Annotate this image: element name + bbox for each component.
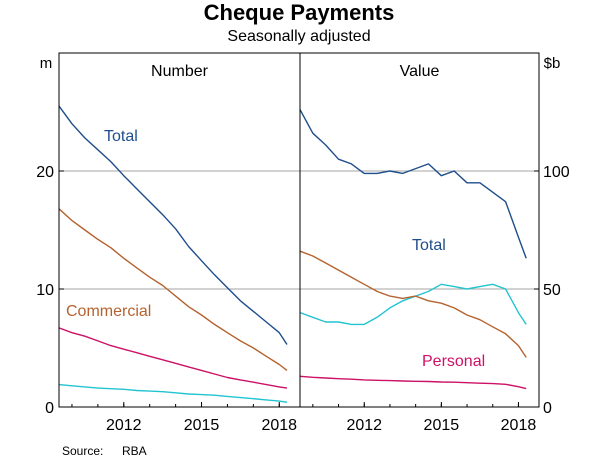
panel-title: Number bbox=[151, 63, 209, 80]
axis-unit: m bbox=[40, 55, 53, 72]
series-line bbox=[58, 327, 288, 389]
y-tick-label: 20 bbox=[36, 164, 54, 181]
x-tick-label: 2012 bbox=[106, 417, 142, 434]
series-label: Commercial bbox=[66, 303, 151, 320]
y-tick-label: 100 bbox=[543, 164, 570, 181]
series-label: Personal bbox=[422, 353, 485, 370]
y-tick-label: 0 bbox=[543, 400, 552, 417]
x-tick-label: 2018 bbox=[261, 417, 297, 434]
x-tick-label: 2015 bbox=[424, 417, 460, 434]
axis-unit: $b bbox=[544, 55, 561, 72]
x-tick-label: 2018 bbox=[501, 417, 537, 434]
x-tick-label: 2015 bbox=[184, 417, 220, 434]
chart-title: Cheque Payments bbox=[203, 0, 395, 25]
series-line bbox=[299, 250, 527, 358]
y-tick-label: 0 bbox=[45, 400, 54, 417]
source-value: RBA bbox=[122, 444, 147, 458]
y-tick-label: 50 bbox=[543, 282, 561, 299]
series-label: Total bbox=[412, 237, 446, 254]
series-line bbox=[299, 283, 527, 326]
series-label: Total bbox=[104, 128, 138, 145]
source-label: Source: bbox=[62, 444, 104, 458]
x-tick-label: 2012 bbox=[346, 417, 382, 434]
series-line bbox=[299, 109, 527, 259]
panel-title: Value bbox=[400, 63, 440, 80]
series-line bbox=[58, 383, 288, 403]
series-line bbox=[58, 208, 288, 371]
series-line bbox=[299, 375, 527, 390]
plot-frame bbox=[58, 52, 540, 408]
y-tick-label: 10 bbox=[36, 282, 54, 299]
chart-subtitle: Seasonally adjusted bbox=[227, 28, 371, 45]
series-line bbox=[58, 105, 288, 345]
